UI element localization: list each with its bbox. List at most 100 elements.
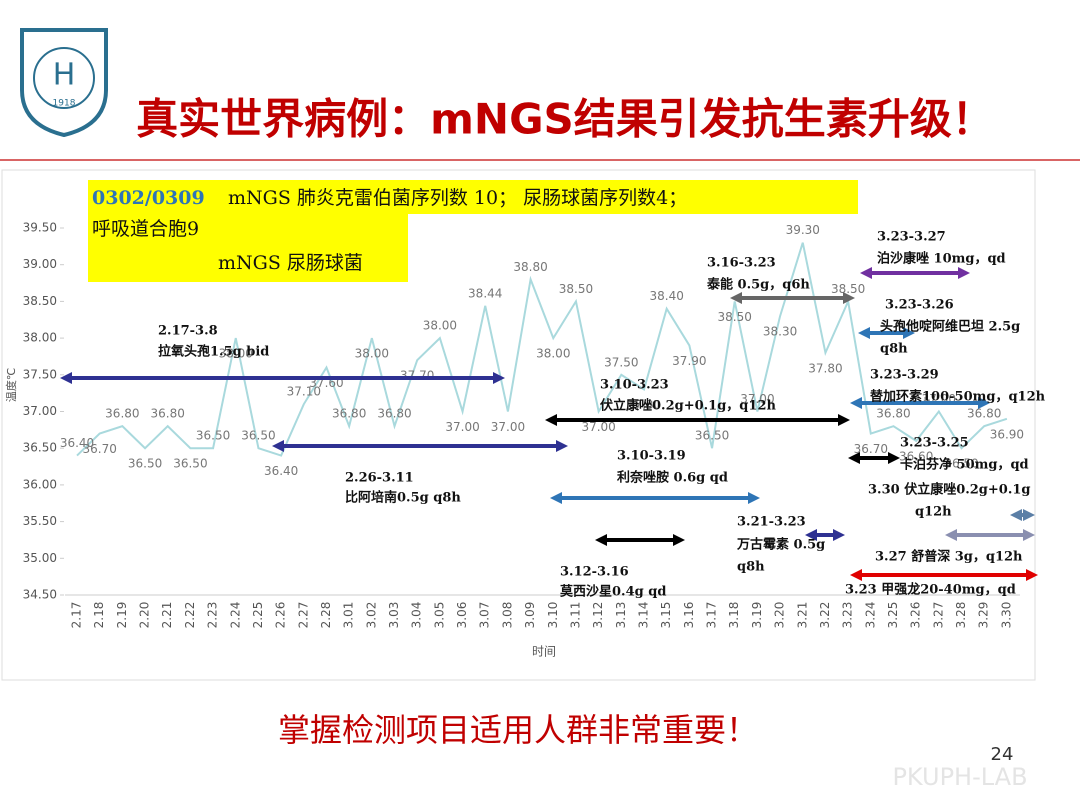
x-tick-label: 3.30: [999, 602, 1013, 629]
x-tick-label: 3.13: [614, 602, 628, 629]
annotation-text: 伏立康唑0.2g+0.1g，q12h: [600, 398, 776, 414]
annotation-text: 泊沙康唑 10mg，qd: [877, 251, 1006, 267]
x-tick-label: 3.14: [637, 602, 651, 629]
arrow-head: [1023, 529, 1035, 541]
y-axis-label: 温度℃: [4, 368, 18, 402]
annotation-text: 3.27 舒普深 3g，q12h: [875, 549, 1023, 565]
x-tick-label: 2.21: [160, 602, 174, 629]
annotation-text: 3.16-3.23: [707, 256, 776, 271]
arrow: [595, 534, 685, 546]
x-tick-label: 2.23: [206, 602, 220, 629]
annotation-text: 3.23-3.27: [877, 230, 946, 245]
x-tick-label: 3.23: [841, 602, 855, 629]
annotation-text: 替加环素100-50mg，q12h: [870, 389, 1046, 405]
arrow: [545, 414, 850, 426]
arrow-head: [556, 440, 568, 452]
y-tick-label: 38.50: [23, 294, 57, 308]
watermark: PKUPH-LAB: [892, 763, 1027, 791]
x-tick-label: 3.21: [795, 602, 809, 629]
x-tick-label: 3.08: [500, 602, 514, 629]
x-tick-label: 2.22: [183, 602, 197, 629]
x-tick-label: 2.19: [115, 602, 129, 629]
annotation-text: 2.26-3.11: [345, 471, 414, 486]
data-label: 36.70: [854, 442, 888, 456]
arrow-head: [848, 452, 860, 464]
annotation-text: 头孢他啶阿维巴坦 2.5g: [880, 319, 1020, 335]
annotation-text: 3.23-3.26: [885, 298, 954, 313]
annotation-text: 2.17-3.8: [158, 324, 218, 339]
x-tick-label: 2.24: [228, 602, 242, 629]
arrow-head: [850, 397, 862, 409]
data-label: 36.40: [60, 436, 94, 450]
x-tick-label: 3.02: [364, 602, 378, 629]
arrow: [848, 452, 900, 464]
logo-mark: H: [53, 58, 76, 93]
arrow: [1010, 509, 1035, 521]
arrow-head: [1010, 509, 1022, 521]
annotation-text: q8h: [880, 342, 908, 357]
logo: H 1918: [20, 28, 108, 138]
annotation-text: 3.12-3.16: [560, 565, 629, 580]
data-label: 36.50: [695, 429, 729, 443]
mngs-date: 0302/0309: [92, 187, 205, 209]
arrow: [860, 267, 970, 279]
data-label: 36.50: [196, 429, 230, 443]
annotation-text: 泰能 0.5g，q6h: [706, 277, 810, 293]
annotation-text: 拉氧头孢1.5g bid: [158, 344, 269, 360]
data-label: 38.30: [763, 325, 797, 339]
arrow: [850, 397, 990, 409]
data-label: 36.80: [332, 407, 366, 421]
arrow-head: [545, 414, 557, 426]
mngs-line: mNGS 尿肠球菌: [218, 252, 363, 274]
annotation-text: 3.23 甲强龙20-40mg，qd: [845, 582, 1016, 598]
data-label: 37.80: [808, 361, 842, 375]
arrow-head: [805, 529, 817, 541]
arrow: [945, 529, 1035, 541]
arrow: [550, 492, 760, 504]
data-label: 37.00: [491, 420, 525, 434]
annotation-text: 3.10-3.19: [617, 449, 686, 464]
y-tick-label: 34.50: [23, 588, 57, 602]
data-label: 36.80: [876, 407, 910, 421]
y-tick-label: 35.00: [23, 551, 57, 565]
x-tick-label: 3.19: [750, 602, 764, 629]
annotation-text: 3.23-3.25: [900, 436, 969, 451]
data-label: 36.50: [128, 457, 162, 471]
x-tick-label: 3.10: [546, 602, 560, 629]
data-label: 36.80: [967, 407, 1001, 421]
x-tick-label: 3.11: [568, 602, 582, 629]
x-tick-label: 3.24: [863, 602, 877, 629]
x-tick-label: 2.25: [251, 602, 265, 629]
arrow-head: [978, 397, 990, 409]
data-label: 38.50: [831, 282, 865, 296]
y-tick-label: 36.50: [23, 441, 57, 455]
y-tick-label: 39.00: [23, 257, 57, 271]
data-label: 36.50: [241, 429, 275, 443]
annotation-text: 莫西沙星0.4g qd: [559, 584, 666, 600]
data-label: 36.80: [105, 407, 139, 421]
arrow-head: [858, 327, 870, 339]
data-label: 37.00: [740, 392, 774, 406]
y-tick-label: 37.00: [23, 404, 57, 418]
data-label: 39.30: [786, 223, 820, 237]
highlight-box-top: [88, 180, 858, 214]
data-label: 36.40: [264, 464, 298, 478]
arrow: [60, 372, 505, 384]
arrow-head: [748, 492, 760, 504]
data-label: 37.00: [445, 420, 479, 434]
x-tick-label: 2.20: [138, 602, 152, 629]
x-tick-label: 3.27: [931, 602, 945, 629]
arrow: [850, 569, 1038, 581]
data-label: 36.50: [173, 457, 207, 471]
arrow-head: [838, 414, 850, 426]
data-label: 38.80: [513, 260, 547, 274]
arrow: [858, 327, 915, 339]
y-tick-label: 37.50: [23, 367, 57, 381]
arrow-head: [60, 372, 72, 384]
data-label: 37.70: [400, 369, 434, 383]
x-tick-label: 3.12: [591, 602, 605, 629]
x-tick-label: 3.16: [682, 602, 696, 629]
annotation-text: 3.21-3.23: [737, 515, 806, 530]
annotation-text: q8h: [737, 560, 765, 575]
annotation-text: 比阿培南0.5g q8h: [345, 490, 461, 506]
